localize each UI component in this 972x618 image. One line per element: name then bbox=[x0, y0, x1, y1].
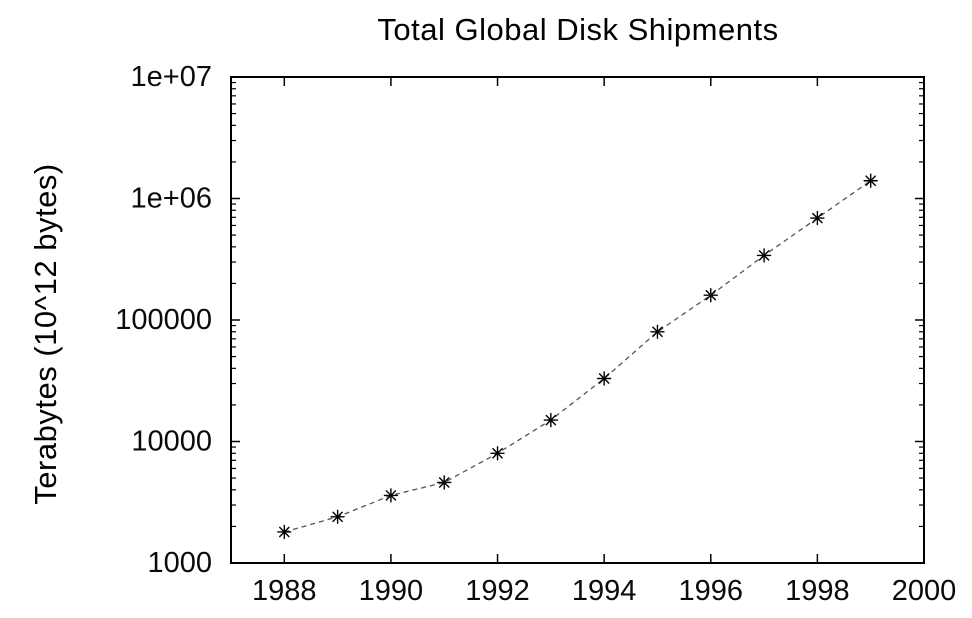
data-point-1988 bbox=[277, 524, 292, 540]
x-tick-label: 1994 bbox=[572, 575, 637, 607]
chart-title: Total Global Disk Shipments bbox=[377, 12, 779, 47]
data-point-1995 bbox=[650, 324, 665, 339]
series-line bbox=[284, 180, 872, 533]
data-point-1989 bbox=[330, 509, 345, 525]
x-tick-label: 1990 bbox=[359, 575, 424, 607]
x-tick-label: 1988 bbox=[252, 575, 317, 607]
marker-arm bbox=[598, 373, 610, 384]
marker-arm bbox=[385, 490, 397, 501]
data-point-1997 bbox=[756, 248, 772, 263]
x-tick-label: 2000 bbox=[892, 575, 957, 607]
data-point-1991 bbox=[437, 475, 452, 490]
y-tick-label: 10000 bbox=[131, 426, 212, 458]
marker-arm bbox=[705, 289, 717, 301]
plot-frame bbox=[230, 76, 925, 564]
marker-arm bbox=[812, 212, 823, 224]
y-tick-label: 1e+07 bbox=[131, 61, 212, 93]
data-point-1999 bbox=[863, 173, 878, 188]
marker-arm bbox=[758, 250, 770, 261]
marker-arm bbox=[492, 447, 503, 459]
marker-arm bbox=[545, 414, 557, 426]
y-tick-label: 1e+06 bbox=[131, 183, 212, 215]
data-point-1998 bbox=[810, 210, 825, 226]
y-tick-label: 1000 bbox=[147, 547, 212, 579]
x-tick-label: 1998 bbox=[785, 575, 850, 607]
marker-arm bbox=[279, 526, 290, 538]
x-tick-label: 1996 bbox=[679, 575, 744, 607]
x-tick-label: 1992 bbox=[465, 575, 530, 607]
marker-arm bbox=[332, 511, 343, 523]
data-point-1996 bbox=[703, 287, 718, 303]
data-point-1990 bbox=[383, 488, 399, 503]
data-point-1993 bbox=[543, 412, 559, 428]
data-point-1994 bbox=[596, 371, 612, 386]
data-point-1992 bbox=[490, 446, 505, 461]
marker-arm bbox=[865, 175, 876, 187]
y-tick-label: 100000 bbox=[115, 304, 212, 336]
marker-arm bbox=[438, 477, 450, 488]
marker-arm bbox=[652, 326, 663, 338]
